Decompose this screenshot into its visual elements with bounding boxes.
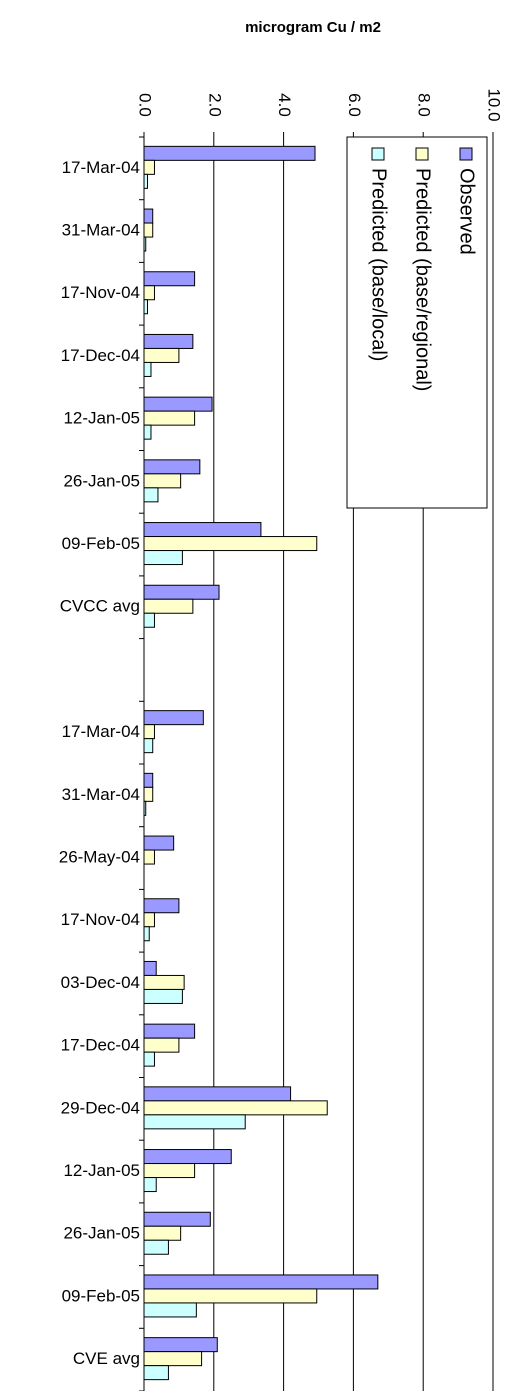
bar	[143, 800, 147, 816]
y-tick-label: 09-Feb-05	[62, 534, 140, 553]
y-tick-label: CVCC avg	[60, 597, 140, 616]
bar	[143, 285, 155, 301]
bar	[143, 1114, 246, 1130]
bar	[143, 208, 154, 224]
x-tick-label: 8.0	[415, 93, 434, 117]
bar	[143, 1225, 182, 1241]
x-tick-label: 0.0	[136, 93, 155, 117]
bar	[143, 333, 194, 349]
bar	[143, 1023, 196, 1039]
bar	[143, 473, 182, 489]
bar	[143, 522, 262, 538]
y-tick-label: 17-Mar-04	[62, 722, 140, 741]
bar	[143, 1211, 211, 1227]
axis-title: microgram Cu / m2	[245, 19, 381, 36]
bar	[143, 1274, 379, 1290]
y-tick-label: CVE avg	[73, 1349, 140, 1368]
bar	[143, 1037, 180, 1053]
y-tick-label: 26-Jan-05	[63, 1224, 140, 1243]
legend-swatch	[371, 147, 385, 161]
bar	[143, 898, 180, 914]
bar	[143, 1177, 157, 1193]
y-tick-label: 29-Dec-04	[61, 1098, 140, 1117]
bar	[143, 1086, 292, 1102]
y-tick-label: 26-Jan-05	[63, 471, 140, 490]
bar	[143, 612, 155, 628]
y-tick-label: 17-Dec-04	[61, 346, 140, 365]
bar	[143, 145, 316, 161]
y-tick-label: 12-Jan-05	[63, 409, 140, 428]
y-tick-label: 17-Nov-04	[61, 910, 140, 929]
bar	[143, 849, 155, 865]
bar	[143, 598, 194, 614]
bar	[143, 1365, 169, 1381]
bar	[143, 459, 201, 475]
bar	[143, 738, 154, 754]
bar	[143, 926, 150, 942]
bar	[143, 912, 155, 928]
y-tick-label: 12-Jan-05	[63, 1161, 140, 1180]
bar	[143, 988, 183, 1004]
y-tick-label: 31-Mar-04	[62, 221, 140, 240]
bar	[143, 1051, 155, 1067]
bar	[143, 1239, 169, 1255]
y-tick-label: 03-Dec-04	[61, 973, 140, 992]
bar	[143, 1288, 318, 1304]
y-tick-label: 17-Mar-04	[62, 158, 140, 177]
bar	[143, 271, 196, 287]
x-tick-label: 2.0	[205, 93, 224, 117]
bar	[143, 1100, 328, 1116]
bar	[143, 772, 154, 788]
legend-label: Predicted (base/regional)	[412, 168, 434, 391]
legend: Observed Predicted (base/regional) Predict…	[346, 136, 488, 509]
bar	[143, 173, 148, 189]
bar	[143, 396, 213, 412]
bar	[143, 550, 183, 566]
bar	[143, 974, 185, 990]
bar	[143, 724, 155, 740]
y-tick-label: 17-Dec-04	[61, 1036, 140, 1055]
bar	[143, 236, 147, 252]
bar	[143, 361, 152, 377]
bar	[143, 1351, 203, 1367]
bar	[143, 424, 152, 440]
bar	[143, 536, 318, 552]
bar	[143, 1337, 218, 1353]
x-tick-label: 10.0	[485, 88, 504, 121]
bar	[143, 960, 157, 976]
legend-box	[346, 136, 488, 509]
x-tick-label: 4.0	[275, 93, 294, 117]
x-tick-label: 6.0	[345, 93, 364, 117]
legend-label: Observed	[456, 168, 478, 255]
bar	[143, 159, 155, 175]
bar	[143, 835, 175, 851]
y-tick-label: 17-Nov-04	[61, 283, 140, 302]
bar	[143, 347, 180, 363]
bar	[143, 487, 159, 503]
bar	[143, 410, 196, 426]
y-tick-label: 09-Feb-05	[62, 1286, 140, 1305]
bar	[143, 584, 220, 600]
y-tick-label: 31-Mar-04	[62, 785, 140, 804]
bar	[143, 786, 154, 802]
bar	[143, 1149, 232, 1165]
bar	[143, 710, 204, 726]
legend-swatch	[415, 147, 429, 161]
legend-swatch	[459, 147, 473, 161]
bar	[143, 299, 148, 315]
y-tick-label: 26-May-04	[59, 848, 140, 867]
bar	[143, 222, 154, 238]
bar	[143, 1302, 197, 1318]
legend-label: Predicted (base/local)	[368, 168, 390, 361]
bar	[143, 1163, 196, 1179]
